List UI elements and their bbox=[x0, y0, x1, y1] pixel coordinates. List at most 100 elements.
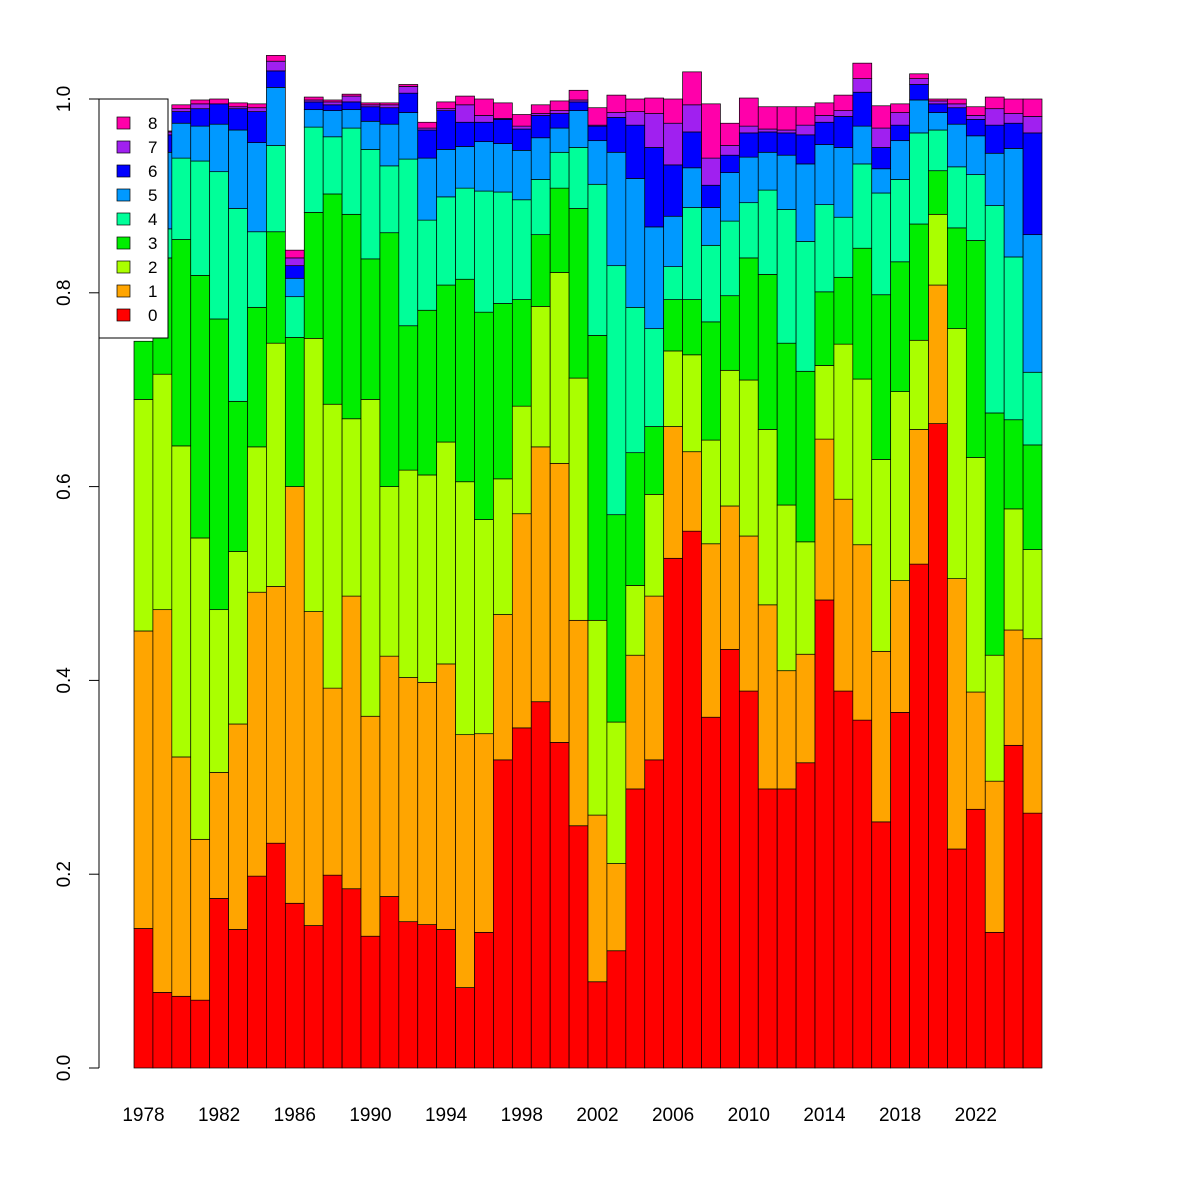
bar-segment-1986-1 bbox=[284, 486, 305, 904]
bar-segment-2010-1 bbox=[738, 535, 759, 692]
bar-segment-1985-2 bbox=[266, 342, 286, 587]
x-tick-label: 2002 bbox=[576, 1105, 618, 1126]
bar-segment-1999-4 bbox=[530, 179, 551, 236]
bar-segment-2001-3 bbox=[568, 208, 589, 379]
bar-segment-1987-2 bbox=[303, 337, 324, 612]
bar-segment-2016-0 bbox=[852, 719, 873, 1069]
bar-segment-2006-0 bbox=[663, 557, 683, 1069]
bar-segment-1992-1 bbox=[398, 677, 419, 923]
bar-segment-2005-2 bbox=[644, 494, 665, 597]
bar-segment-1986-6 bbox=[284, 265, 305, 279]
bar-segment-2004-4 bbox=[625, 306, 646, 454]
bar-segment-1978-2 bbox=[133, 399, 154, 632]
bar-segment-2002-0 bbox=[587, 981, 608, 1069]
y-tick-label: 0.8 bbox=[54, 280, 75, 306]
bar-segment-2021-2 bbox=[947, 328, 967, 579]
bar-segment-1994-6 bbox=[436, 110, 456, 150]
bar-segment-2024-2 bbox=[1003, 508, 1024, 631]
bar-segment-2003-7 bbox=[606, 112, 627, 118]
bar-segment-2007-1 bbox=[682, 451, 702, 532]
bar-segment-2022-0 bbox=[965, 808, 986, 1069]
bar-segment-2014-7 bbox=[814, 115, 835, 123]
bar-segment-2001-5 bbox=[568, 110, 589, 148]
bar-segment-1999-5 bbox=[530, 137, 551, 180]
bar-segment-2020-1 bbox=[928, 284, 948, 424]
bar-segment-2017-5 bbox=[871, 168, 892, 194]
bar-segment-1989-4 bbox=[341, 127, 362, 215]
bar-segment-2018-8 bbox=[890, 103, 910, 113]
bar-segment-2003-0 bbox=[606, 950, 627, 1069]
bar-segment-2004-1 bbox=[625, 654, 646, 790]
bar-segment-2003-3 bbox=[606, 514, 627, 723]
bar-segment-1980-2 bbox=[171, 445, 192, 758]
bar-segment-2025-7 bbox=[1022, 116, 1043, 134]
bar-segment-1988-7 bbox=[322, 101, 343, 106]
bar-segment-2024-4 bbox=[1003, 256, 1024, 421]
bar-segment-2010-3 bbox=[738, 257, 759, 381]
bar-segment-2025-4 bbox=[1022, 371, 1043, 446]
bar-segment-2013-7 bbox=[795, 124, 816, 136]
bar-segment-1981-5 bbox=[190, 125, 211, 162]
bar-segment-1981-7 bbox=[190, 103, 211, 110]
bar-segment-2007-6 bbox=[682, 131, 702, 169]
bar-segment-1999-8 bbox=[530, 104, 551, 114]
bar-segment-2002-4 bbox=[587, 183, 608, 336]
bar-segment-1983-8 bbox=[228, 102, 248, 108]
x-tick-label: 1994 bbox=[425, 1105, 468, 1126]
bar-segment-1998-5 bbox=[511, 150, 532, 201]
bar-segment-1989-8 bbox=[341, 93, 362, 97]
bar-segment-1985-1 bbox=[266, 586, 286, 844]
legend-swatch-1 bbox=[116, 284, 131, 298]
bar-segment-2004-0 bbox=[625, 788, 646, 1069]
bar-segment-1993-8 bbox=[417, 121, 438, 129]
bar-segment-2024-3 bbox=[1003, 419, 1024, 510]
bar-segment-1986-8 bbox=[284, 249, 305, 259]
bar-segment-1987-0 bbox=[303, 925, 324, 1069]
legend-label-5: 5 bbox=[148, 186, 157, 205]
bar-segment-2000-1 bbox=[549, 462, 570, 743]
bar-segment-2011-2 bbox=[757, 429, 778, 606]
bar-segment-2001-8 bbox=[568, 89, 589, 101]
bar-segment-1978-0 bbox=[133, 928, 154, 1069]
bar-segment-1995-6 bbox=[455, 121, 475, 147]
bar-segment-2020-0 bbox=[928, 423, 948, 1069]
bar-segment-2017-3 bbox=[871, 294, 892, 460]
bar-segment-2000-4 bbox=[549, 151, 570, 189]
bar-segment-2008-4 bbox=[701, 244, 721, 323]
bar-segment-1978-1 bbox=[133, 630, 154, 929]
bar-segment-2023-2 bbox=[984, 654, 1005, 782]
y-tick-label: 1.0 bbox=[54, 86, 75, 112]
bar-segment-1991-3 bbox=[379, 232, 400, 487]
bar-segment-2011-4 bbox=[757, 189, 778, 275]
bar-segment-1999-1 bbox=[530, 446, 551, 703]
bar-segment-1979-0 bbox=[152, 992, 173, 1069]
bar-segment-1993-3 bbox=[417, 309, 438, 476]
bar-segment-2019-4 bbox=[909, 132, 929, 225]
bar-segment-2012-0 bbox=[776, 788, 797, 1069]
bar-segment-2004-2 bbox=[625, 585, 646, 656]
bar-segment-2023-0 bbox=[984, 931, 1005, 1069]
bar-segment-2015-4 bbox=[833, 216, 854, 278]
bar-segment-2018-3 bbox=[890, 261, 910, 392]
bar-segment-1991-8 bbox=[379, 102, 400, 106]
bar-segment-1985-6 bbox=[266, 70, 286, 88]
bar-segment-2002-2 bbox=[587, 619, 608, 816]
bar-segment-2016-4 bbox=[852, 163, 873, 249]
legend-label-7: 7 bbox=[148, 138, 157, 157]
bar-segment-1980-0 bbox=[171, 995, 192, 1069]
bar-segment-1989-7 bbox=[341, 95, 362, 103]
bar-segment-1984-2 bbox=[247, 446, 267, 593]
x-tick-label: 1978 bbox=[122, 1105, 164, 1126]
legend-label-6: 6 bbox=[148, 162, 157, 181]
bar-segment-2008-0 bbox=[701, 716, 721, 1069]
bar-segment-2022-5 bbox=[965, 135, 986, 175]
bar-segment-2004-5 bbox=[625, 178, 646, 308]
bar-segment-2013-0 bbox=[795, 762, 816, 1069]
bar-segment-2005-3 bbox=[644, 426, 665, 495]
bar-segment-2009-6 bbox=[720, 154, 740, 173]
x-tick-label: 2022 bbox=[955, 1105, 997, 1126]
bar-segment-1996-3 bbox=[474, 311, 494, 520]
bar-segment-1987-4 bbox=[303, 126, 324, 213]
bar-segment-2014-1 bbox=[814, 438, 835, 601]
bar-segment-1998-1 bbox=[511, 513, 532, 729]
